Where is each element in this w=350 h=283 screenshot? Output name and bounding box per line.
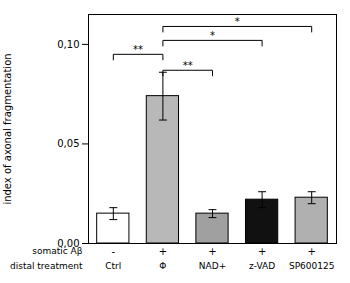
svg-text:*: * — [210, 30, 215, 41]
svg-text:**: ** — [183, 60, 193, 71]
svg-text:SP600125: SP600125 — [289, 261, 335, 271]
svg-text:+: + — [308, 246, 316, 257]
svg-text:0,10: 0,10 — [57, 39, 79, 50]
svg-text:0,00: 0,00 — [57, 237, 80, 249]
svg-text:+: + — [258, 246, 266, 257]
svg-text:index of axonal fragmentation: index of axonal fragmentation — [2, 53, 13, 204]
svg-text:+: + — [159, 246, 167, 257]
svg-text:+: + — [208, 246, 216, 257]
svg-text:0,05: 0,05 — [57, 138, 79, 149]
svg-text:Ctrl: Ctrl — [105, 261, 121, 271]
svg-text:-: - — [111, 246, 115, 257]
svg-text:z-VAD: z-VAD — [249, 261, 275, 271]
svg-text:distal treatment: distal treatment — [10, 261, 83, 271]
svg-text:*: * — [235, 16, 240, 27]
svg-text:NAD+: NAD+ — [199, 261, 226, 271]
svg-text:**: ** — [133, 44, 143, 55]
svg-text:Φ: Φ — [159, 261, 166, 271]
svg-text:somatic Aβ: somatic Aβ — [32, 246, 82, 256]
